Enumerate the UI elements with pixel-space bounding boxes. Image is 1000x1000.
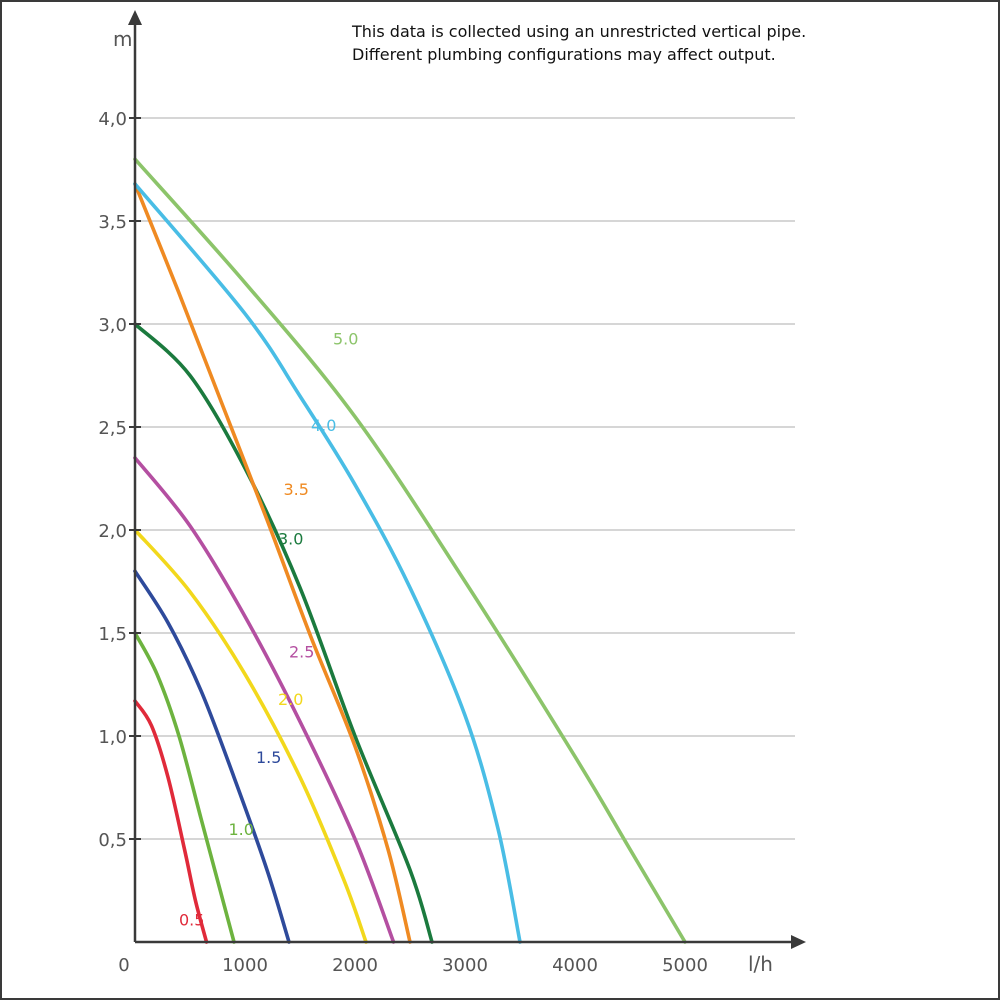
curve-5-0 (133, 157, 687, 944)
y-tick-label: 4,0 (98, 109, 127, 130)
curve-3-0 (133, 322, 434, 944)
x-tick-label: 5000 (662, 955, 708, 976)
x-tick-label: 3000 (442, 955, 488, 976)
y-tick-label: 3,0 (98, 315, 127, 336)
x-tick-labels: 0 1000 2000 3000 4000 5000 (118, 955, 708, 976)
y-tick-label: 1,5 (98, 624, 127, 645)
x-tick-label: 4000 (552, 955, 598, 976)
y-tick-label: 2,5 (98, 418, 127, 439)
curve-3-5 (133, 182, 412, 944)
x-tick-label: 1000 (222, 955, 268, 976)
series-label-4-0: 4.0 (311, 416, 336, 435)
curve-2-5 (133, 456, 396, 944)
series-label-1-0: 1.0 (229, 820, 254, 839)
y-axis-arrow (128, 10, 142, 25)
y-tick-labels: 0,5 1,0 1,5 2,0 2,5 3,0 3,5 4,0 (98, 109, 141, 851)
note-line-1: This data is collected using an unrestri… (352, 22, 807, 41)
y-tick-label: 1,0 (98, 727, 127, 748)
x-tick-label: 0 (118, 955, 129, 976)
note-line-2: Different plumbing configurations may af… (352, 45, 776, 64)
axes (128, 10, 806, 949)
curve-0-5 (133, 699, 209, 944)
series-label-1-5: 1.5 (256, 748, 281, 767)
series-labels: 0.5 1.0 1.5 2.0 2.5 3.0 3.5 4.0 5.0 (179, 330, 358, 930)
series-label-2-5: 2.5 (289, 643, 314, 662)
series-label-3-5: 3.5 (284, 480, 309, 499)
pump-curves (133, 157, 687, 944)
x-axis-label: l/h (748, 952, 773, 976)
curve-2-0 (133, 528, 368, 944)
y-axis-label: m (113, 27, 132, 51)
series-label-2-0: 2.0 (278, 690, 303, 709)
curve-1-5 (133, 569, 291, 944)
x-axis-arrow (791, 935, 806, 949)
curve-1-0 (133, 631, 236, 944)
series-label-5-0: 5.0 (333, 330, 358, 349)
y-tick-label: 3,5 (98, 212, 127, 233)
series-label-0-5: 0.5 (179, 911, 204, 930)
y-tick-label: 0,5 (98, 830, 127, 851)
curve-4-0 (133, 182, 522, 944)
chart-note: This data is collected using an unrestri… (352, 20, 872, 66)
series-label-3-0: 3.0 (278, 529, 303, 548)
y-tick-label: 2,0 (98, 521, 127, 542)
x-tick-label: 2000 (332, 955, 378, 976)
grid-lines (135, 117, 795, 840)
